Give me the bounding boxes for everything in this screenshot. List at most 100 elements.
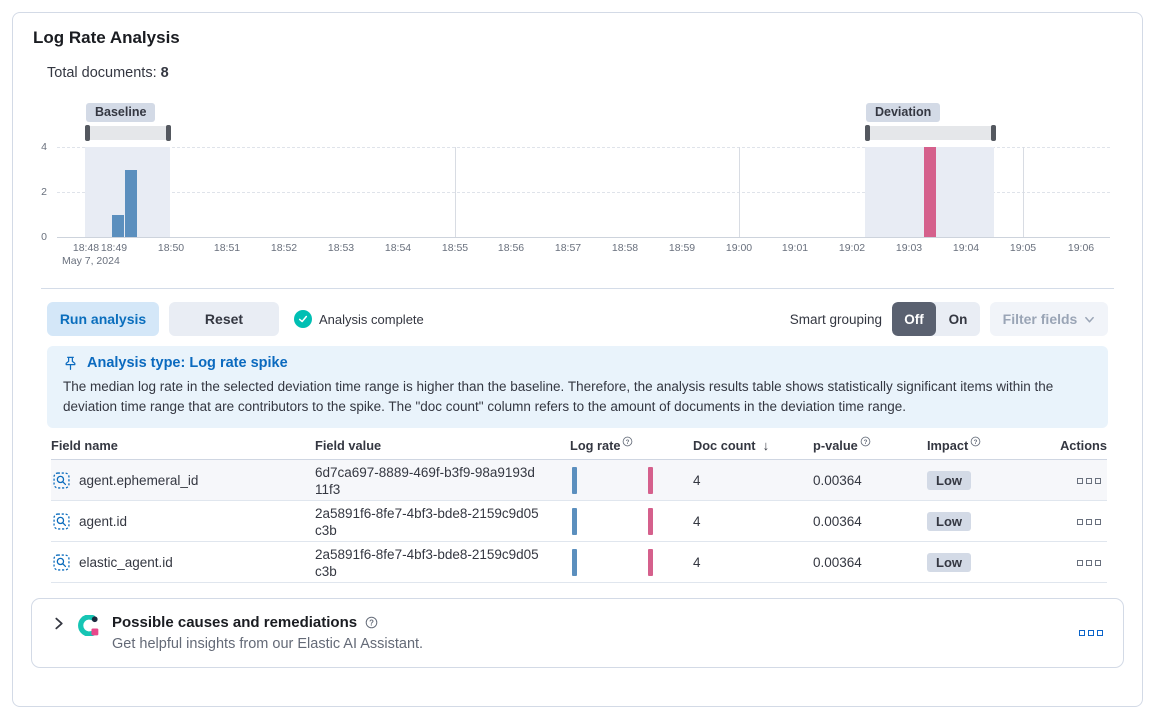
smart-grouping-off-button[interactable]: Off	[892, 302, 936, 336]
impact-badge: Low	[927, 471, 971, 490]
x-axis-tick-label: 18:56	[497, 242, 525, 254]
field-name: elastic_agent.id	[79, 555, 173, 570]
insights-title: Possible causes and remediations	[112, 614, 358, 631]
impact-badge: Low	[927, 553, 971, 572]
x-axis-tick-label: 19:01	[781, 242, 809, 254]
deviation-badge: Deviation	[866, 103, 941, 122]
baseline-badge: Baseline	[86, 103, 156, 122]
analysis-status: Analysis complete	[294, 310, 424, 328]
chart-plot-area[interactable]: May 7, 2024 18:48 18:49 18:50 18:51 18:52 18:…	[57, 147, 1110, 267]
field-value: 2a5891f6-8fe7-4bf3-bde8-2159c9d05c3b	[315, 505, 539, 538]
possible-causes-accordion[interactable]: Possible causes and remediations ? Get h…	[31, 598, 1124, 668]
log-rate-mini-chart	[570, 501, 693, 542]
filter-field-icon[interactable]	[53, 554, 70, 571]
analysis-status-text: Analysis complete	[319, 311, 424, 327]
x-axis-tick-label: 19:02	[838, 242, 866, 254]
x-axis-tick-label: 18:59	[668, 242, 696, 254]
field-name: agent.ephemeral_id	[79, 473, 199, 488]
total-documents-value: 8	[160, 65, 169, 81]
deviation-rate-bar	[648, 508, 653, 535]
baseline-rate-bar	[572, 467, 577, 494]
column-header-p-value[interactable]: p-value ?	[813, 436, 927, 453]
column-header-field-name[interactable]: Field name	[51, 438, 118, 453]
info-icon: ?	[970, 436, 981, 447]
insights-actions-icon[interactable]	[1079, 630, 1103, 636]
filter-fields-button[interactable]: Filter fields	[990, 302, 1108, 336]
smart-grouping-on-button[interactable]: On	[936, 302, 980, 336]
x-axis-tick-label: 19:04	[952, 242, 980, 254]
svg-text:?: ?	[369, 618, 374, 627]
column-header-actions: Actions	[1060, 438, 1107, 453]
row-actions-icon[interactable]	[1077, 518, 1101, 525]
filter-field-icon[interactable]	[53, 513, 70, 530]
x-axis-tick-label: 18:58	[611, 242, 639, 254]
total-documents-label: Total documents:	[47, 65, 157, 81]
svg-text:?: ?	[974, 439, 978, 446]
reset-button[interactable]: Reset	[169, 302, 279, 336]
log-rate-mini-chart	[570, 460, 693, 501]
gridline-2	[57, 192, 1110, 193]
baseline-rate-bar	[572, 508, 577, 535]
table-row[interactable]: agent.ephemeral_id 6d7ca697-8889-469f-b3…	[51, 460, 1107, 501]
column-header-impact[interactable]: Impact ?	[927, 436, 1057, 453]
impact-badge: Low	[927, 512, 971, 531]
deviation-rate-bar	[648, 467, 653, 494]
doc-count-value: 4	[693, 555, 701, 570]
table-row[interactable]: elastic_agent.id 2a5891f6-8fe7-4bf3-bde8…	[51, 542, 1107, 583]
deviation-brush-handle[interactable]	[865, 125, 996, 141]
baseline-rate-bar	[572, 549, 577, 576]
pin-icon	[65, 356, 76, 370]
log-rate-mini-chart	[570, 542, 693, 583]
column-header-field-value[interactable]: Field value	[315, 438, 382, 453]
x-axis-tick-label: 18:49	[100, 242, 128, 254]
smart-grouping-toggle: Off On	[892, 302, 980, 336]
analysis-type-callout: Analysis type: Log rate spike The median…	[47, 346, 1108, 428]
table-row[interactable]: agent.id 2a5891f6-8fe7-4bf3-bde8-2159c9d…	[51, 501, 1107, 542]
x-axis-tick-label: 18:53	[327, 242, 355, 254]
info-icon: ?	[860, 436, 871, 447]
callout-body-text: The median log rate in the selected devi…	[63, 379, 1054, 414]
doc-count-value: 4	[693, 473, 701, 488]
y-axis-tick-label: 2	[41, 186, 47, 198]
x-axis-tick-label: 18:48	[72, 242, 100, 254]
sort-descending-icon: ↓	[762, 438, 770, 453]
analysis-toolbar: Run analysis Reset Analysis complete Sma…	[47, 302, 1108, 336]
x-axis-tick-label: 19:05	[1009, 242, 1037, 254]
baseline-bar	[111, 214, 124, 237]
deviation-bar	[923, 147, 936, 237]
filter-field-icon[interactable]	[53, 472, 70, 489]
smart-grouping-label: Smart grouping	[789, 311, 882, 327]
row-actions-icon[interactable]	[1077, 477, 1101, 484]
svg-text:?: ?	[863, 439, 867, 446]
x-axis-tick-label: 19:00	[725, 242, 753, 254]
page-title: Log Rate Analysis	[33, 28, 180, 47]
baseline-bar	[124, 169, 137, 237]
x-axis-tick-label: 19:03	[895, 242, 923, 254]
chevron-down-icon	[1085, 316, 1095, 323]
doc-count-value: 4	[693, 514, 701, 529]
x-axis-tick-label: 18:51	[213, 242, 241, 254]
field-value: 6d7ca697-8889-469f-b3f9-98a9193d11f3	[315, 464, 535, 497]
p-value: 0.00364	[813, 555, 862, 570]
x-axis-tick-label: 18:50	[157, 242, 185, 254]
p-value: 0.00364	[813, 514, 862, 529]
run-analysis-button[interactable]: Run analysis	[47, 302, 159, 336]
chevron-right-icon[interactable]	[52, 617, 65, 630]
y-axis-tick-label: 0	[41, 231, 47, 243]
gridline-4	[57, 147, 1110, 148]
column-header-doc-count[interactable]: Doc count ↓	[693, 438, 770, 453]
x-axis-tick-label: 19:06	[1067, 242, 1095, 254]
analysis-results-table: Field name Field value Log rate ? Doc co…	[51, 436, 1107, 583]
x-axis-line	[57, 237, 1110, 238]
field-name: agent.id	[79, 514, 128, 529]
baseline-brush-handle[interactable]	[85, 125, 171, 141]
document-count-chart: Baseline Deviation 4 2 0 May 7, 2024 18:48…	[13, 97, 1142, 267]
column-header-log-rate[interactable]: Log rate ?	[570, 436, 693, 453]
insights-subtitle: Get helpful insights from our Elastic AI…	[112, 636, 424, 652]
deviation-rate-bar	[648, 549, 653, 576]
check-icon	[294, 310, 312, 328]
row-actions-icon[interactable]	[1077, 559, 1101, 566]
log-rate-analysis-panel: Log Rate Analysis Total documents: 8 Bas…	[12, 12, 1143, 707]
help-icon[interactable]: ?	[365, 616, 378, 629]
x-axis-tick-label: 18:52	[270, 242, 298, 254]
